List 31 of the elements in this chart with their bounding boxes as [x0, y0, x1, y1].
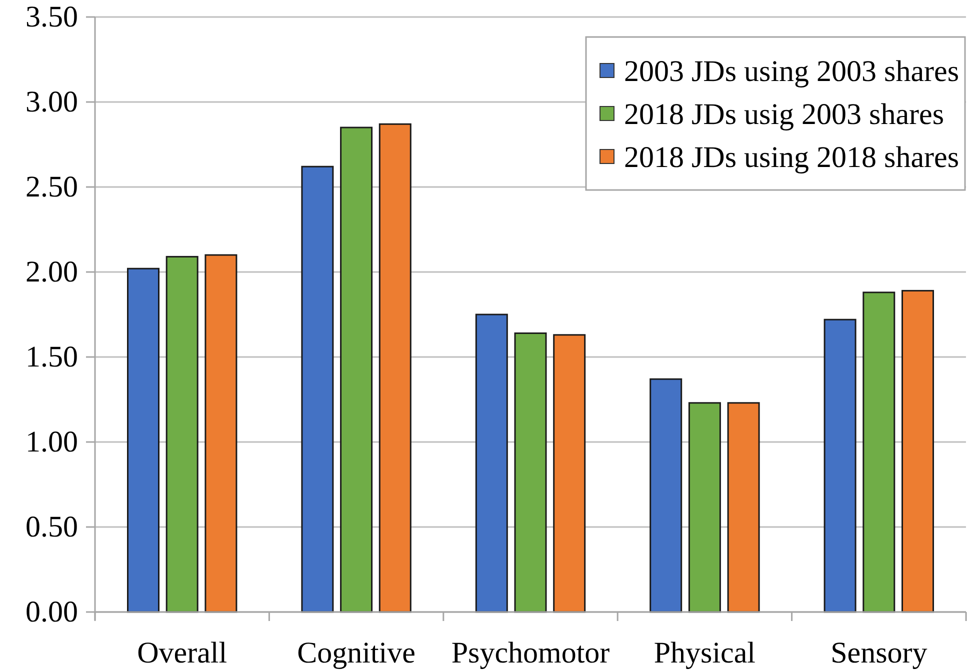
y-tick-label: 3.00	[26, 86, 78, 119]
x-tick-label: Physical	[654, 636, 756, 670]
y-tick-label: 1.00	[26, 426, 78, 459]
y-tick-label: 0.50	[26, 510, 78, 544]
bar	[166, 256, 198, 613]
x-tick-label: Psychomotor	[451, 636, 610, 670]
bar	[902, 290, 934, 613]
bar	[727, 402, 760, 613]
y-tick-label: 2.00	[26, 256, 78, 289]
legend-label: 2003 JDs using 2003 shares	[624, 55, 959, 88]
bar	[301, 166, 334, 613]
bar	[340, 126, 373, 613]
legend-label: 2018 JDs using 2018 shares	[624, 141, 959, 174]
x-tick-label: Sensory	[830, 636, 928, 670]
y-tick-label: 2.50	[26, 170, 78, 204]
bar	[553, 334, 586, 613]
legend-label: 2018 JDs usig 2003 shares	[624, 98, 944, 131]
bar	[862, 292, 896, 613]
bar	[378, 123, 412, 613]
bar	[204, 254, 238, 613]
y-tick-label: 0.00	[26, 596, 78, 629]
bar	[688, 402, 721, 613]
y-tick-label: 3.50	[26, 0, 78, 34]
y-tick-label: 1.50	[26, 340, 78, 374]
bar	[824, 318, 856, 613]
bar	[127, 268, 160, 613]
bar	[475, 314, 508, 613]
bar	[650, 378, 682, 613]
x-tick-label: Cognitive	[297, 636, 416, 670]
bar	[514, 332, 547, 613]
x-tick-label: Overall	[137, 636, 228, 670]
